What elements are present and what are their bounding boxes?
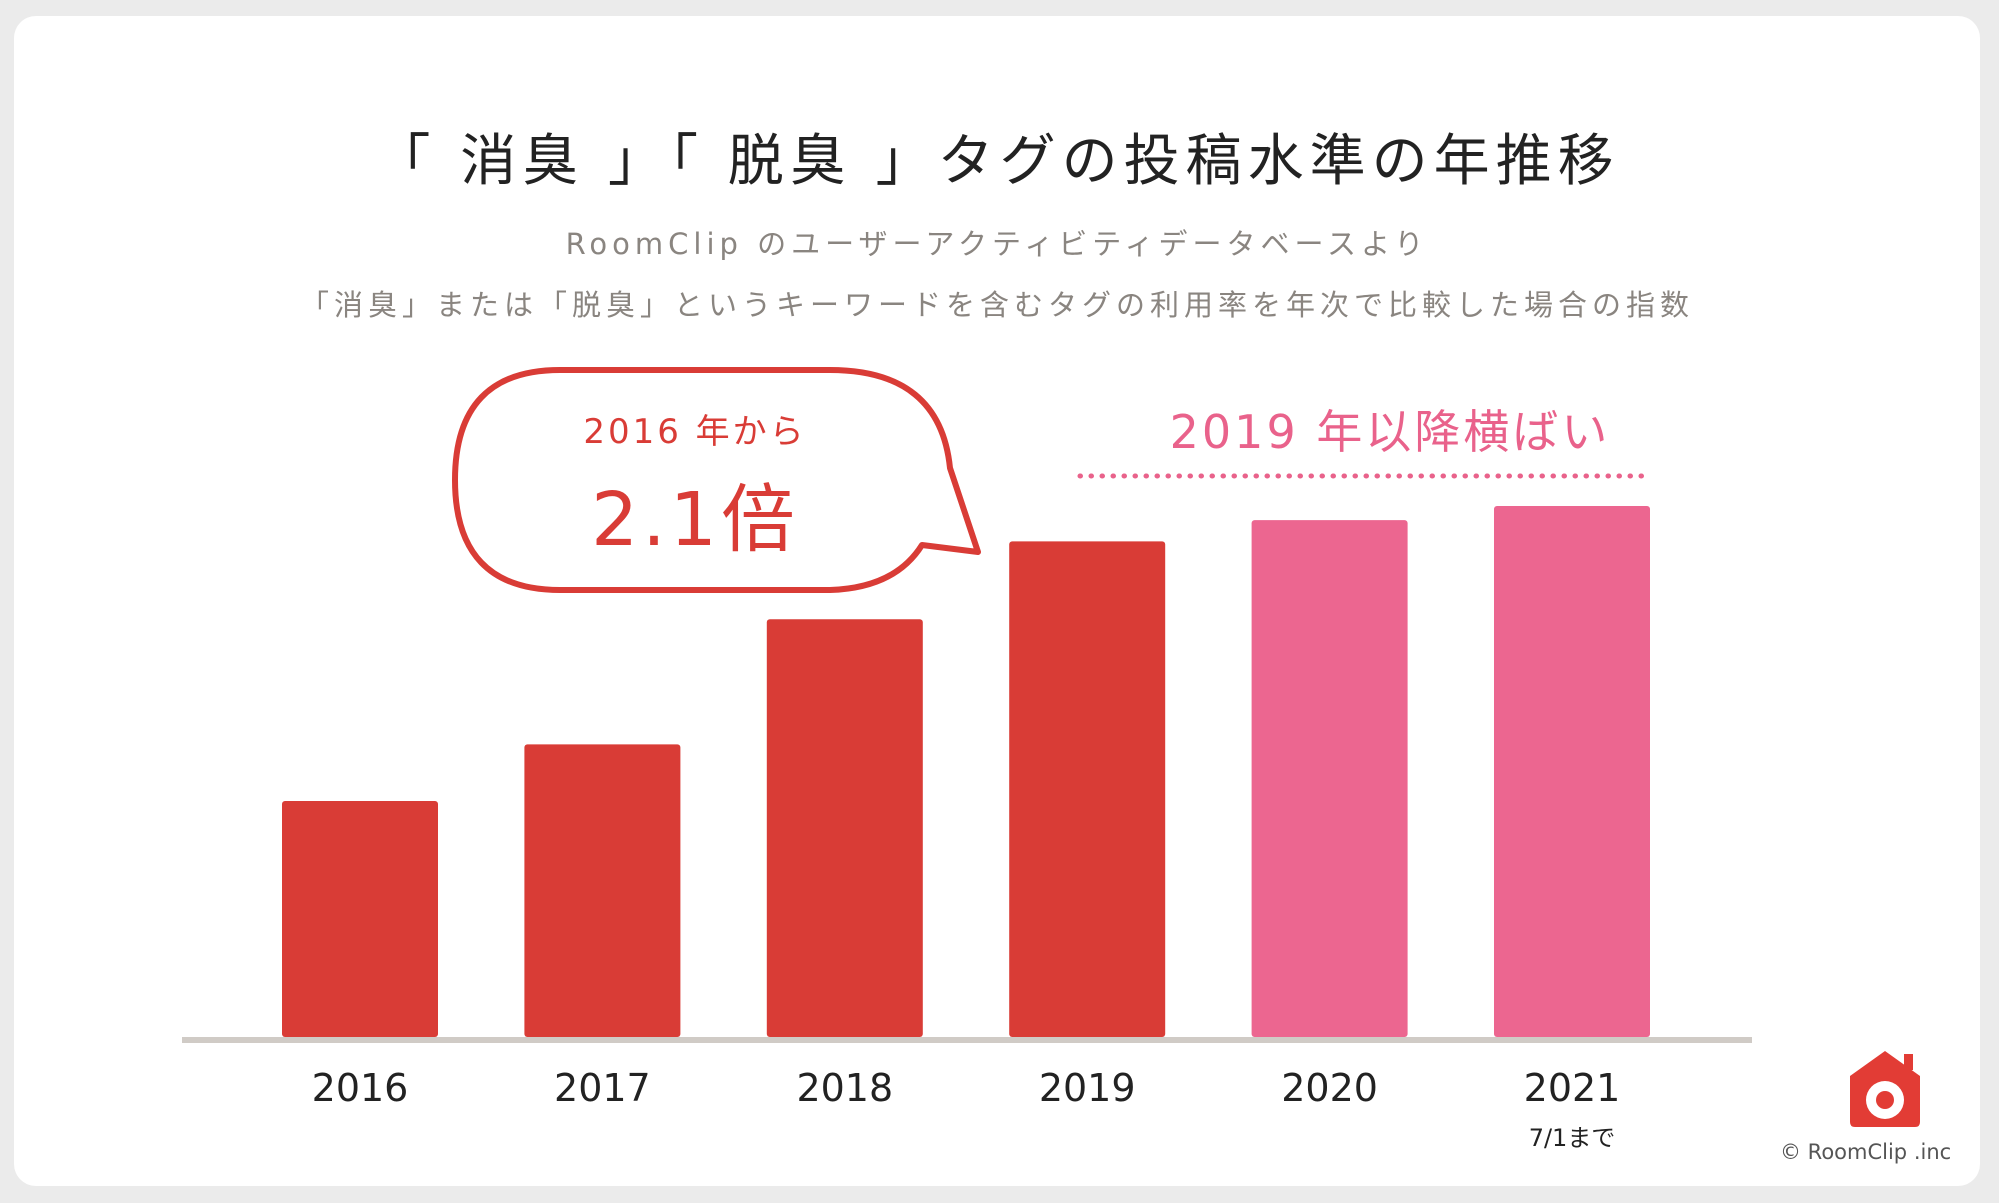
callout-text-since: 2016 年から xyxy=(583,412,807,452)
x-tick-label-2016: 2016 xyxy=(311,1066,409,1110)
chart-subtitle-source: RoomClip のユーザーアクティビティデータベースより xyxy=(565,227,1429,261)
x-tick-note-2021: 7/1まで xyxy=(1528,1124,1616,1152)
copyright-text: © RoomClip .inc xyxy=(1780,1140,1952,1164)
x-tick-label-2017: 2017 xyxy=(554,1066,651,1110)
bar-2016 xyxy=(282,801,438,1037)
x-tick-label-2018: 2018 xyxy=(796,1066,894,1110)
x-tick-label-2019: 2019 xyxy=(1038,1066,1136,1110)
x-tick-label-2021: 2021 xyxy=(1523,1066,1621,1110)
callout-text-multiplier: 2.1倍 xyxy=(591,477,799,563)
callout-bubble xyxy=(452,367,981,593)
bar-2021 xyxy=(1494,506,1650,1037)
bars-group xyxy=(282,506,1650,1037)
x-tick-label-2020: 2020 xyxy=(1281,1066,1378,1110)
bar-2018 xyxy=(766,619,923,1037)
chart-title: 「 消臭 」「 脱臭 」タグの投稿水準の年推移 xyxy=(374,129,1620,194)
house-camera-icon xyxy=(1850,1051,1920,1127)
bar-2017 xyxy=(524,744,681,1037)
bar-2019 xyxy=(1009,541,1166,1037)
plateau-label: 2019 年以降横ばい xyxy=(1169,405,1611,459)
chart-subtitle-description: 「消臭」または「脱臭」というキーワードを含むタグの利用率を年次で比較した場合の指… xyxy=(299,288,1694,322)
bar-2020 xyxy=(1251,520,1408,1037)
